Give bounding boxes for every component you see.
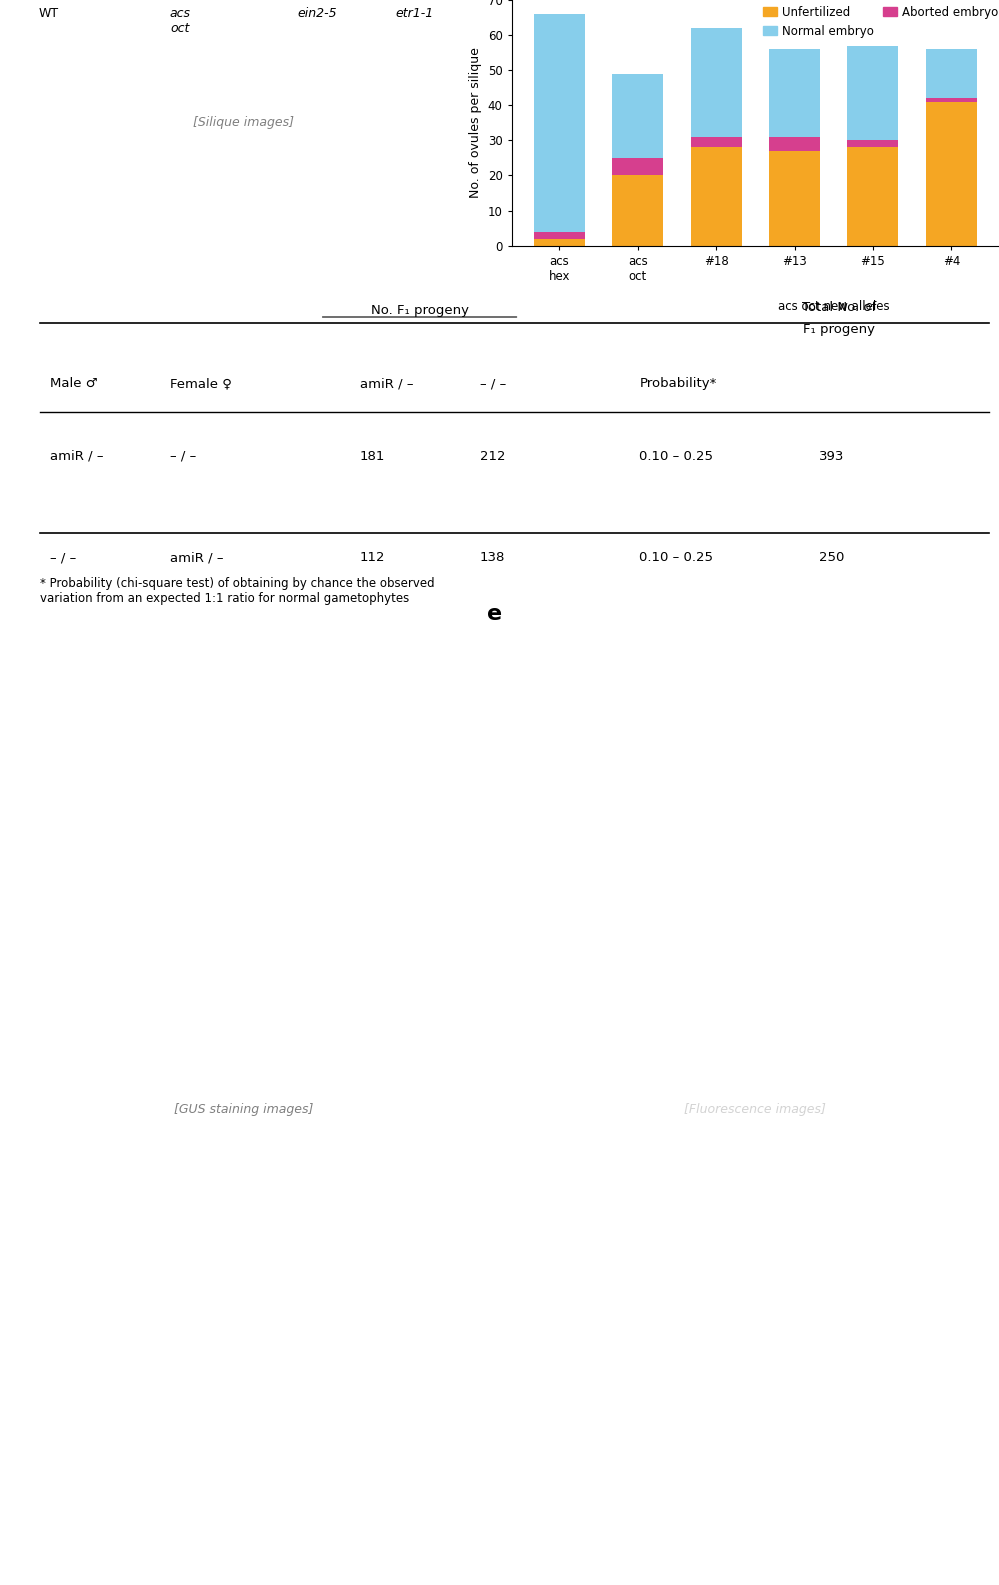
- Text: [Silique images]: [Silique images]: [193, 116, 294, 130]
- Text: 250: 250: [819, 552, 844, 564]
- Text: [Fluorescence images]: [Fluorescence images]: [684, 1103, 826, 1116]
- Text: etr1-1: etr1-1: [395, 8, 434, 21]
- Text: [GUS staining images]: [GUS staining images]: [174, 1103, 314, 1116]
- Bar: [690, 29, 741, 136]
- Text: – / –: – / –: [170, 450, 196, 463]
- Text: amiR / –: amiR / –: [50, 450, 104, 463]
- Bar: [847, 46, 898, 141]
- Text: Total No. of: Total No. of: [802, 301, 876, 314]
- Text: 138: 138: [480, 552, 504, 564]
- Text: Female ♀: Female ♀: [170, 377, 232, 390]
- Text: – / –: – / –: [480, 377, 505, 390]
- Text: * Probability (chi-square test) of obtaining by chance the observed
variation fr: * Probability (chi-square test) of obtai…: [40, 577, 435, 605]
- Text: Probability*: Probability*: [639, 377, 716, 390]
- Text: – / –: – / –: [50, 552, 76, 564]
- Text: 0.10 – 0.25: 0.10 – 0.25: [639, 552, 713, 564]
- Text: 393: 393: [819, 450, 844, 463]
- Bar: [847, 147, 898, 246]
- Bar: [533, 231, 584, 239]
- Bar: [769, 49, 820, 136]
- Bar: [690, 136, 741, 147]
- Bar: [847, 141, 898, 147]
- Bar: [926, 98, 977, 101]
- Text: WT: WT: [39, 8, 59, 21]
- Bar: [612, 158, 663, 176]
- Text: e: e: [488, 604, 502, 624]
- Bar: [612, 176, 663, 246]
- Bar: [769, 136, 820, 151]
- Legend: Unfertilized, Normal embryo, Aborted embryo: Unfertilized, Normal embryo, Aborted emb…: [758, 2, 999, 43]
- Text: ein2-5: ein2-5: [297, 8, 337, 21]
- Bar: [690, 147, 741, 246]
- Bar: [926, 49, 977, 98]
- Text: 212: 212: [480, 450, 505, 463]
- Text: 112: 112: [360, 552, 386, 564]
- Bar: [926, 101, 977, 246]
- Bar: [612, 73, 663, 158]
- Text: No. F₁ progeny: No. F₁ progeny: [371, 304, 469, 317]
- Text: Male ♂: Male ♂: [50, 377, 98, 390]
- Text: acs
oct: acs oct: [170, 8, 191, 35]
- Y-axis label: No. of ovules per silique: No. of ovules per silique: [470, 48, 483, 198]
- Text: amiR / –: amiR / –: [360, 377, 414, 390]
- Text: 0.10 – 0.25: 0.10 – 0.25: [639, 450, 713, 463]
- Text: amiR / –: amiR / –: [170, 552, 224, 564]
- Text: F₁ progeny: F₁ progeny: [803, 323, 875, 336]
- Text: acs oct new alleles: acs oct new alleles: [778, 300, 889, 312]
- Bar: [769, 151, 820, 246]
- Text: 181: 181: [360, 450, 385, 463]
- Bar: [533, 239, 584, 246]
- Bar: [533, 14, 584, 231]
